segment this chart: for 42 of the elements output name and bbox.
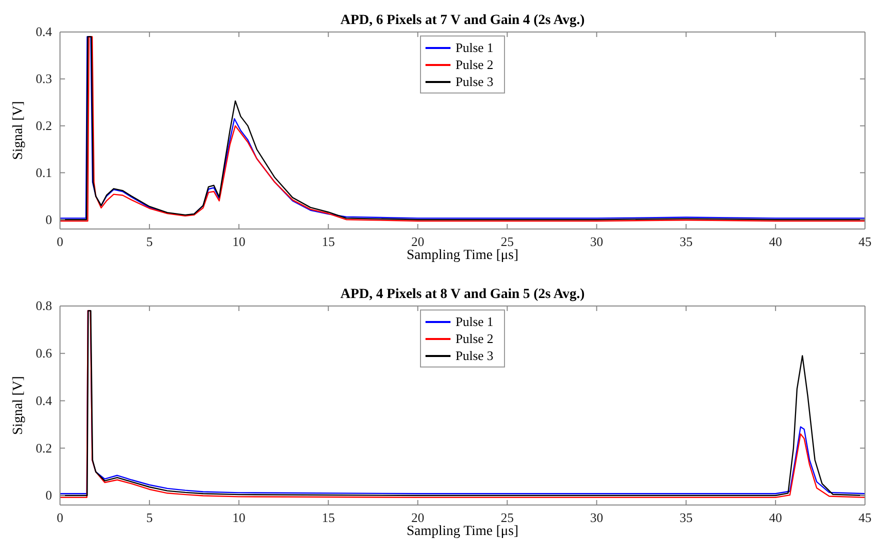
x-tick-label: 40 bbox=[769, 510, 782, 526]
legend-label: Pulse 3 bbox=[456, 348, 494, 363]
y-tick-label: 0.1 bbox=[36, 164, 52, 180]
x-tick-label: 15 bbox=[322, 234, 335, 250]
x-tick-label: 40 bbox=[769, 234, 782, 250]
x-tick-label: 20 bbox=[411, 234, 424, 250]
x-tick-label: 15 bbox=[322, 510, 335, 526]
y-tick-label: 0.4 bbox=[36, 392, 52, 408]
x-tick-label: 30 bbox=[590, 234, 604, 250]
x-tick-label: 20 bbox=[411, 510, 424, 526]
x-tick-label: 35 bbox=[680, 510, 693, 526]
x-axis-title: Sampling Time [μs] bbox=[406, 524, 518, 539]
x-tick-label: 25 bbox=[500, 234, 514, 250]
x-tick-label: 10 bbox=[232, 234, 246, 250]
y-tick-label: 0.6 bbox=[36, 346, 52, 361]
chart-title: APD, 6 Pixels at 7 V and Gain 4 (2s Avg.) bbox=[340, 13, 585, 28]
x-tick-label: 30 bbox=[590, 510, 604, 526]
legend-label: Pulse 1 bbox=[456, 314, 494, 329]
y-tick-label: 0.4 bbox=[36, 24, 52, 40]
y-axis-title: Signal [V] bbox=[11, 376, 26, 435]
x-axis-title: Sampling Time [μs] bbox=[406, 248, 518, 263]
x-tick-label: 10 bbox=[232, 510, 246, 526]
x-tick-label: 45 bbox=[858, 234, 872, 250]
legend-label: Pulse 1 bbox=[456, 40, 494, 55]
legend-label: Pulse 3 bbox=[456, 74, 494, 89]
x-tick-label: 5 bbox=[146, 234, 153, 250]
y-tick-label: 0 bbox=[46, 488, 52, 503]
y-tick-label: 0.3 bbox=[36, 71, 52, 86]
y-tick-label: 0.2 bbox=[36, 440, 52, 456]
y-tick-label: 0.2 bbox=[36, 118, 52, 133]
x-tick-label: 35 bbox=[680, 234, 693, 250]
x-tick-label: 5 bbox=[146, 510, 153, 526]
x-tick-label: 45 bbox=[858, 510, 872, 526]
y-tick-label: 0 bbox=[46, 212, 52, 227]
legend-label: Pulse 2 bbox=[456, 57, 494, 72]
x-tick-label: 0 bbox=[56, 510, 64, 526]
y-tick-label: 0.8 bbox=[36, 298, 52, 314]
x-tick-label: 25 bbox=[500, 510, 514, 526]
chart-title: APD, 4 Pixels at 8 V and Gain 5 (2s Avg.) bbox=[340, 287, 585, 302]
legend-label: Pulse 2 bbox=[456, 331, 494, 346]
x-tick-label: 0 bbox=[56, 234, 64, 250]
y-axis-title: Signal [V] bbox=[11, 101, 26, 160]
